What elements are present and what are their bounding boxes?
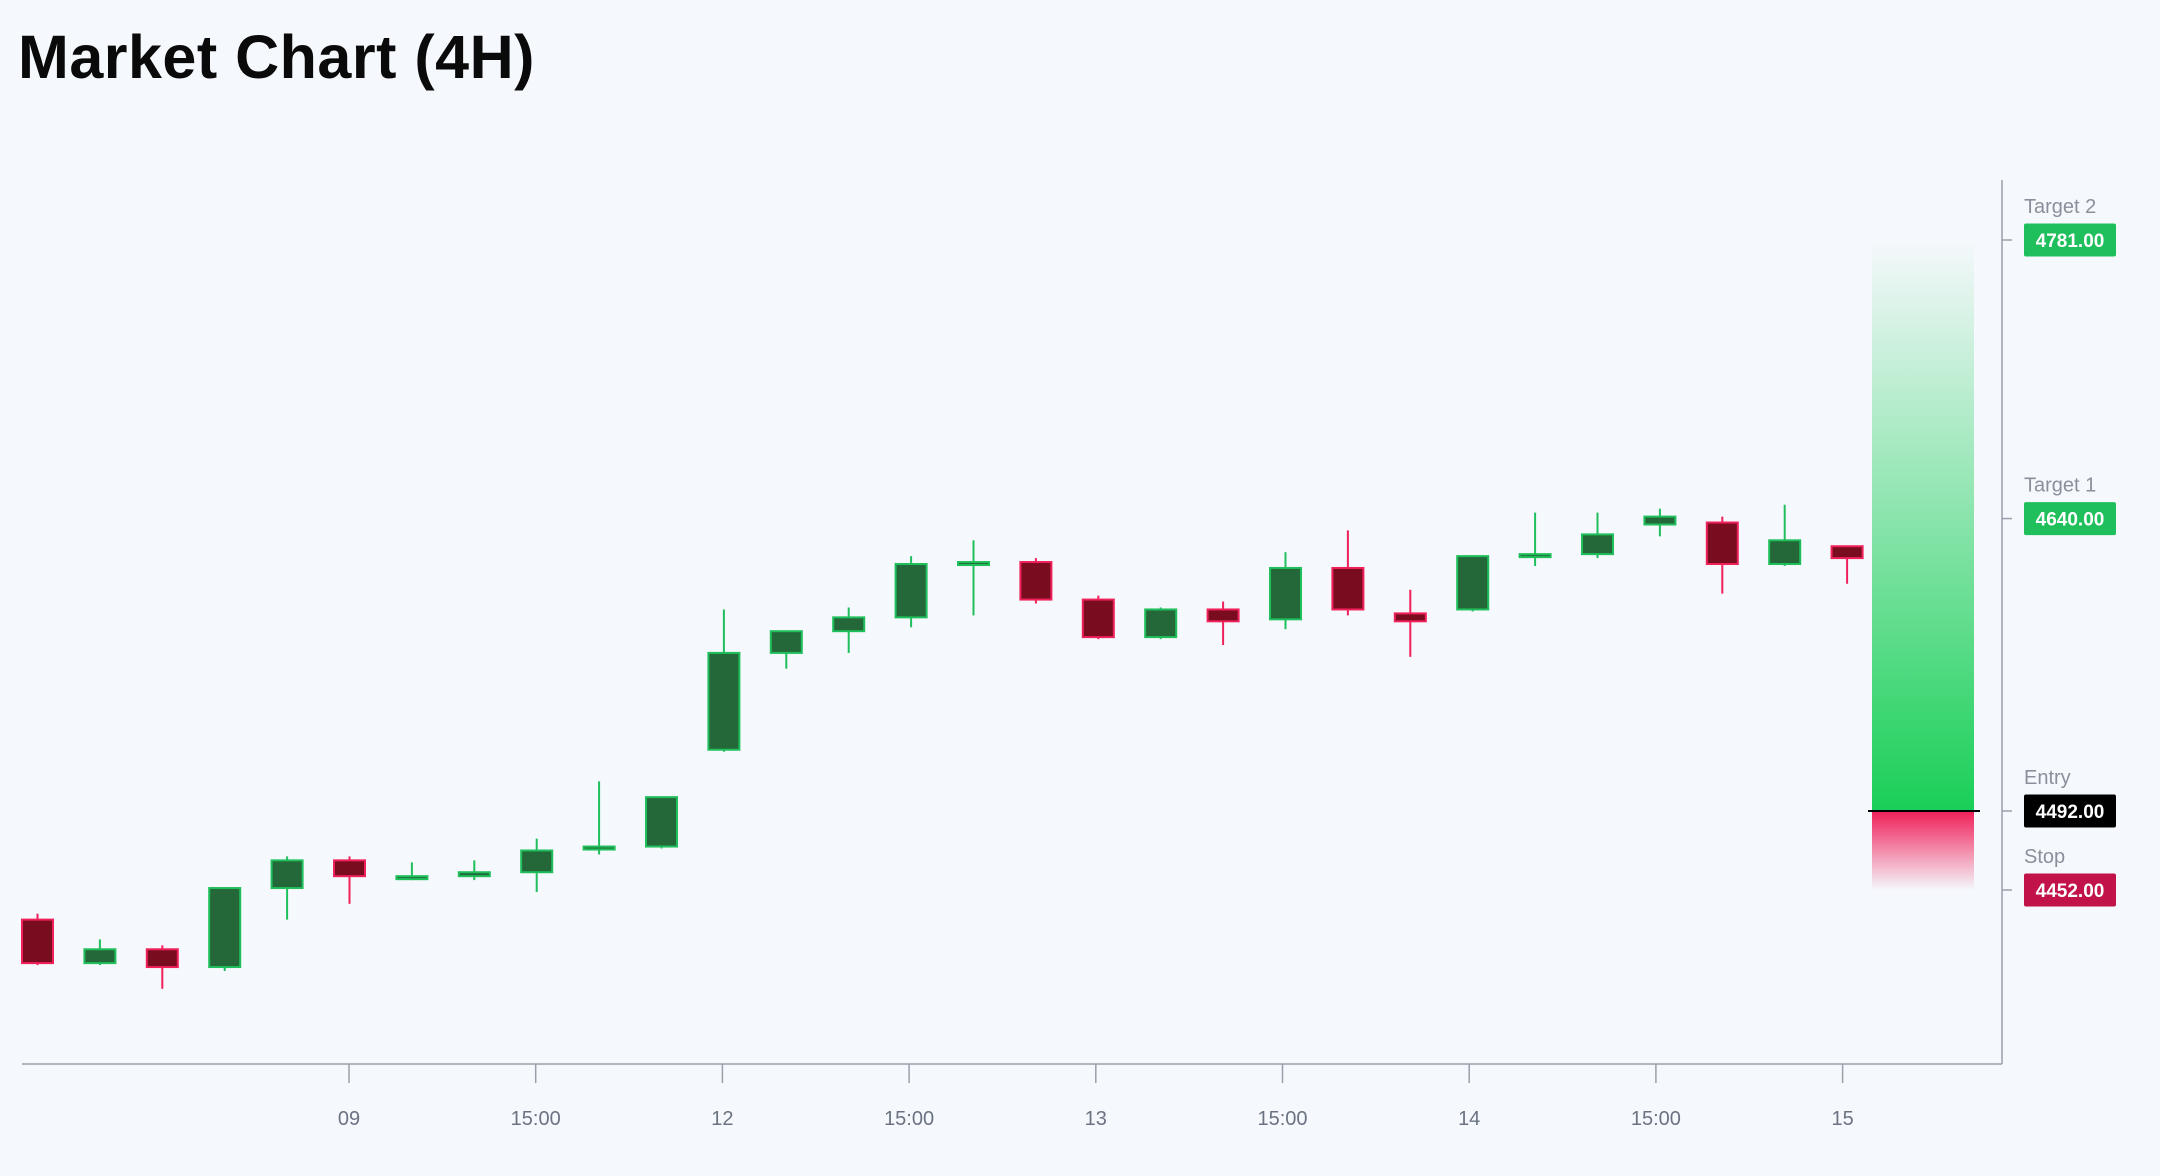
price-tag-value: 4492.00 [2036, 802, 2105, 823]
candle [208, 887, 242, 972]
candle-body [1768, 539, 1802, 566]
candle [21, 913, 54, 966]
candle-body [1705, 521, 1739, 566]
price-tag-value: 4640.00 [2036, 510, 2105, 531]
candle-body [769, 630, 803, 654]
candle [582, 781, 616, 855]
candle-body [832, 616, 866, 633]
price-tag [2024, 794, 2116, 828]
candle [457, 860, 491, 881]
x-tick-label: 09 [338, 1108, 360, 1130]
trade-zones [1868, 240, 1980, 890]
candle [333, 856, 366, 904]
x-tick-label: 15 [1831, 1108, 1853, 1130]
candle-body [1019, 561, 1053, 601]
candle-body [270, 859, 304, 890]
page-title: Market Chart (4H) [18, 23, 535, 91]
candle [1456, 555, 1490, 612]
candle-body [1456, 555, 1490, 611]
x-axis-ticks: 09 15:00 12 15:00 13 15:00 14 15:00 15 [338, 1064, 1854, 1130]
x-tick-label: 14 [1458, 1108, 1480, 1130]
candle [1269, 552, 1302, 630]
candle-body [333, 859, 366, 878]
candle [707, 609, 741, 752]
candle [270, 856, 304, 920]
price-tag [2024, 873, 2116, 907]
candle-body [1643, 515, 1677, 526]
axes [22, 180, 2003, 1065]
candle [1705, 516, 1739, 594]
price-tag-value: 4452.00 [2036, 881, 2105, 902]
candle [832, 607, 866, 653]
candle-body [645, 796, 678, 848]
candle-body [1206, 608, 1240, 623]
candle [1144, 607, 1178, 640]
candle [520, 838, 554, 892]
candle [83, 939, 117, 966]
candle-body [1581, 533, 1614, 556]
candles [21, 504, 1864, 989]
price-levels: Target 2 4781.00 Target 1 4640.00 Entry 4492.… [2002, 196, 2116, 907]
candle-body [457, 871, 491, 878]
level-label: Target 2 [2024, 196, 2096, 218]
candle [1393, 589, 1427, 657]
loss-zone [1872, 810, 1974, 890]
candle [1830, 545, 1864, 584]
x-tick-label: 15:00 [884, 1108, 934, 1130]
candle-body [208, 887, 242, 969]
x-tick-label: 15:00 [1631, 1108, 1681, 1130]
candle-body [582, 845, 616, 851]
candle [1518, 512, 1552, 566]
candle [395, 862, 429, 881]
candle-body [83, 948, 117, 965]
price-tag-value: 4781.00 [2036, 231, 2105, 252]
price-tag [2024, 502, 2116, 536]
candle-body [1393, 612, 1427, 623]
candle-body [1518, 553, 1552, 559]
x-tick-label: 12 [711, 1108, 733, 1130]
candle [1581, 512, 1614, 559]
candle [894, 556, 928, 628]
candle-body [1144, 608, 1178, 639]
x-tick-label: 15:00 [511, 1108, 561, 1130]
candle-body [894, 563, 928, 619]
candle [957, 540, 990, 616]
profit-zone [1872, 240, 1974, 811]
candle-body [707, 651, 741, 751]
candle [1331, 530, 1365, 616]
candle-body [145, 948, 179, 969]
candle-body [1331, 566, 1365, 611]
candle-body [1830, 545, 1864, 560]
candle [145, 945, 179, 989]
level-label: Target 1 [2024, 475, 2096, 497]
candle-body [520, 849, 554, 874]
candle-body [21, 918, 54, 965]
candle-body [957, 561, 990, 567]
candle-body [1081, 598, 1115, 639]
candle [769, 630, 803, 669]
x-tick-label: 13 [1085, 1108, 1107, 1130]
candle [1206, 601, 1240, 646]
candle-body [1269, 566, 1302, 621]
candle [1768, 504, 1802, 566]
level-label: Stop [2024, 846, 2065, 868]
level-label: Entry [2024, 767, 2071, 789]
x-tick-label: 15:00 [1257, 1108, 1307, 1130]
candle [1019, 558, 1053, 604]
candle-body [395, 875, 429, 881]
candle [1081, 595, 1115, 640]
candle [1643, 508, 1677, 537]
price-tag [2024, 223, 2116, 257]
candle [645, 796, 678, 849]
